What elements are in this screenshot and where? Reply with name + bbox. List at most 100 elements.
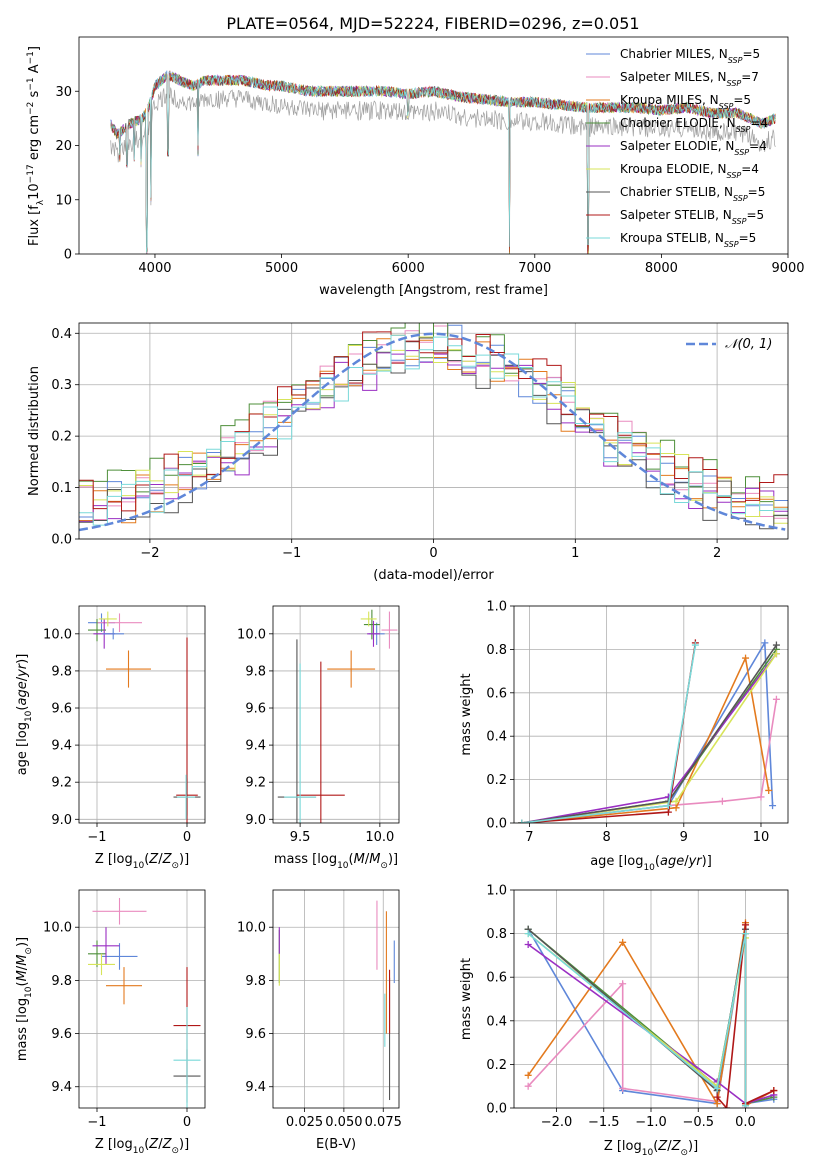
weight-marker xyxy=(518,819,526,823)
histogram-series xyxy=(79,334,788,526)
weight-marker xyxy=(741,1102,749,1108)
errorbar-point xyxy=(98,611,117,627)
y-tick-label: 0.4 xyxy=(51,327,72,342)
weight-marker xyxy=(672,797,680,805)
legend-entry: Kroupa MILES, NSSP=5 xyxy=(620,93,751,111)
chart-residuals: −2 −1 0 1 2 0.0 0.1 0.2 0.3 0.4 𝒩(0, 1) (data-model… xyxy=(27,322,789,583)
legend-entry: Kroupa STELIB, NSSP=5 xyxy=(620,231,756,249)
axes-frame xyxy=(513,889,789,1109)
weight-marker xyxy=(524,941,532,948)
y-tick-label: 0.1 xyxy=(51,481,72,496)
weight-series xyxy=(527,932,747,1106)
weight-marker xyxy=(772,641,780,649)
x-tick-label: 10.0 xyxy=(365,830,394,845)
weight-marker xyxy=(741,921,749,929)
x-tick-label: 5000 xyxy=(265,261,298,276)
errorbar-point xyxy=(92,897,147,925)
axes-frame xyxy=(272,605,400,824)
x-tick-label: −1.0 xyxy=(635,1115,667,1130)
spectrum-legend: Chabrier MILES, NSSP=5 Salpeter MILES, NS… xyxy=(586,47,768,249)
y-tick-label: 9.0 xyxy=(245,813,266,828)
weight-series xyxy=(521,653,778,823)
errorbar-point xyxy=(367,620,380,647)
errorbars xyxy=(88,611,201,823)
x-tick-label: 4000 xyxy=(138,261,171,276)
x-axis-label-text: Z [log10(Z/Z⊙)] xyxy=(95,1137,189,1156)
errorbar-point xyxy=(101,943,138,970)
errorbar-point xyxy=(360,611,377,627)
weight-series xyxy=(521,644,778,823)
y-tick-label: 9.8 xyxy=(245,974,266,989)
axes-frame xyxy=(78,322,789,540)
y-axis-label-text: mass [log10(M/M⊙)] xyxy=(15,937,34,1061)
x-tick-label: 9000 xyxy=(771,261,804,276)
weight-marker xyxy=(741,930,749,938)
legend-entry: 𝒩(0, 1) xyxy=(725,337,772,352)
y-tick-label: 0.8 xyxy=(486,643,507,658)
x-tick-label: −1 xyxy=(87,1115,106,1130)
y-axis-label: Normed distribution xyxy=(27,366,42,496)
x-axis-label-text: age [log10(age/yr)] xyxy=(590,854,712,873)
chart-age-vs-mass: 9.5 10.0 9.0 9.2 9.4 9.6 9.8 10.0 mass [log10(M/… xyxy=(237,605,400,871)
weight-marker xyxy=(691,641,699,649)
x-tick-label: −2.0 xyxy=(541,1115,573,1130)
y-tick-label: 9.4 xyxy=(51,1080,72,1095)
errorbar-point xyxy=(176,637,198,823)
errorbar-point xyxy=(88,618,106,642)
x-axis-label: Z [log10(Z/Z⊙)] xyxy=(95,852,189,871)
x-tick-label: 0.0 xyxy=(735,1115,756,1130)
y-tick-label: 0.0 xyxy=(51,533,72,548)
x-tick-label: 0.075 xyxy=(365,1115,402,1130)
y-tick-label: 9.6 xyxy=(245,1027,266,1042)
y-tick-label: 9.0 xyxy=(51,813,72,828)
x-axis-label: E(B-V) xyxy=(316,1137,356,1152)
y-tick-label: 9.2 xyxy=(245,776,266,791)
errorbars xyxy=(277,609,398,823)
weight-marker xyxy=(772,695,780,703)
weight-marker xyxy=(664,802,672,810)
legend-entry: Chabrier ELODIE, NSSP=4 xyxy=(620,116,768,134)
y-tick-label: 9.4 xyxy=(245,1080,266,1095)
x-axis-label: Z [log10(Z/Z⊙)] xyxy=(604,1139,698,1158)
y-tick-label: 9.6 xyxy=(245,702,266,717)
errorbar-point xyxy=(102,628,124,640)
weight-marker xyxy=(619,938,627,946)
y-tick-label: 10.0 xyxy=(237,921,266,936)
x-tick-label: 0 xyxy=(183,830,191,845)
x-tick-label: 6000 xyxy=(392,261,425,276)
y-tick-label: 0.3 xyxy=(51,378,72,393)
y-tick-label: 0.2 xyxy=(51,430,72,445)
x-axis-label: (data-model)/error xyxy=(373,568,494,583)
x-tick-label: 0 xyxy=(429,546,437,561)
y-tick-label: 0 xyxy=(64,248,72,263)
axes-frame xyxy=(272,889,400,1109)
y-tick-label: 0.4 xyxy=(486,730,507,745)
weight-marker xyxy=(742,654,750,662)
x-tick-label: 8 xyxy=(602,830,610,845)
y-tick-label: 0.0 xyxy=(486,1102,507,1117)
weight-series xyxy=(527,924,747,1108)
x-tick-label: 1 xyxy=(571,546,579,561)
errorbars xyxy=(88,897,201,1108)
x-tick-label: 7000 xyxy=(518,261,551,276)
x-tick-label: 9.5 xyxy=(290,830,311,845)
weight-marker xyxy=(769,802,777,810)
y-tick-label: 0.2 xyxy=(486,1058,507,1073)
x-tick-label: −2 xyxy=(140,546,159,561)
axes-frame xyxy=(78,36,789,255)
weight-lines xyxy=(524,919,778,1108)
x-tick-label: −1 xyxy=(87,830,106,845)
histogram-lines xyxy=(79,323,788,532)
weight-marker xyxy=(664,808,672,816)
weight-series xyxy=(527,943,775,1105)
y-tick-label: 0.6 xyxy=(486,971,507,986)
spectrum-data-line xyxy=(110,87,776,254)
spectrum-lines xyxy=(110,70,776,254)
errorbar-point xyxy=(92,927,120,965)
weight-series xyxy=(521,655,770,823)
weight-marker xyxy=(713,1100,721,1108)
y-tick-label: 1.0 xyxy=(486,884,507,899)
errorbar-point xyxy=(284,663,317,823)
errorbar-point xyxy=(363,609,380,640)
x-tick-label: −1.5 xyxy=(588,1115,620,1130)
